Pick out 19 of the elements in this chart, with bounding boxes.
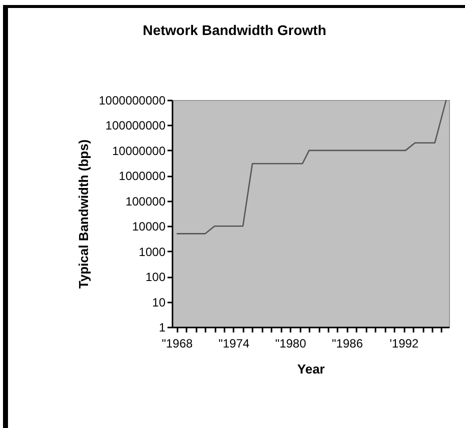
y-tick-label: 1000000 xyxy=(118,169,166,184)
x-tick-label: "1968 xyxy=(162,336,194,350)
x-tick-label: "1986 xyxy=(332,336,364,350)
x-axis-title: Year xyxy=(297,362,325,376)
y-tick-label: 100000000 xyxy=(105,118,166,133)
y-tick-label: 10 xyxy=(152,295,166,310)
x-tick-label: "1974 xyxy=(218,336,250,350)
line-series xyxy=(176,99,447,234)
y-tick-label: 1 xyxy=(158,320,166,334)
x-tick-label: '1992 xyxy=(390,336,419,350)
y-axis-title: Typical Bandwidth (bps) xyxy=(76,139,91,289)
y-tick-label: 10000000 xyxy=(112,144,166,158)
x-tick-label: "1980 xyxy=(275,336,306,350)
chart-title: Network Bandwidth Growth xyxy=(142,22,326,38)
y-tick-label: 10000 xyxy=(132,220,166,234)
y-tick-label: 1000000000 xyxy=(98,94,166,108)
y-tick-label: 100 xyxy=(145,270,166,284)
y-tick-label: 100000 xyxy=(125,194,166,208)
y-tick-label: 1000 xyxy=(138,244,166,259)
